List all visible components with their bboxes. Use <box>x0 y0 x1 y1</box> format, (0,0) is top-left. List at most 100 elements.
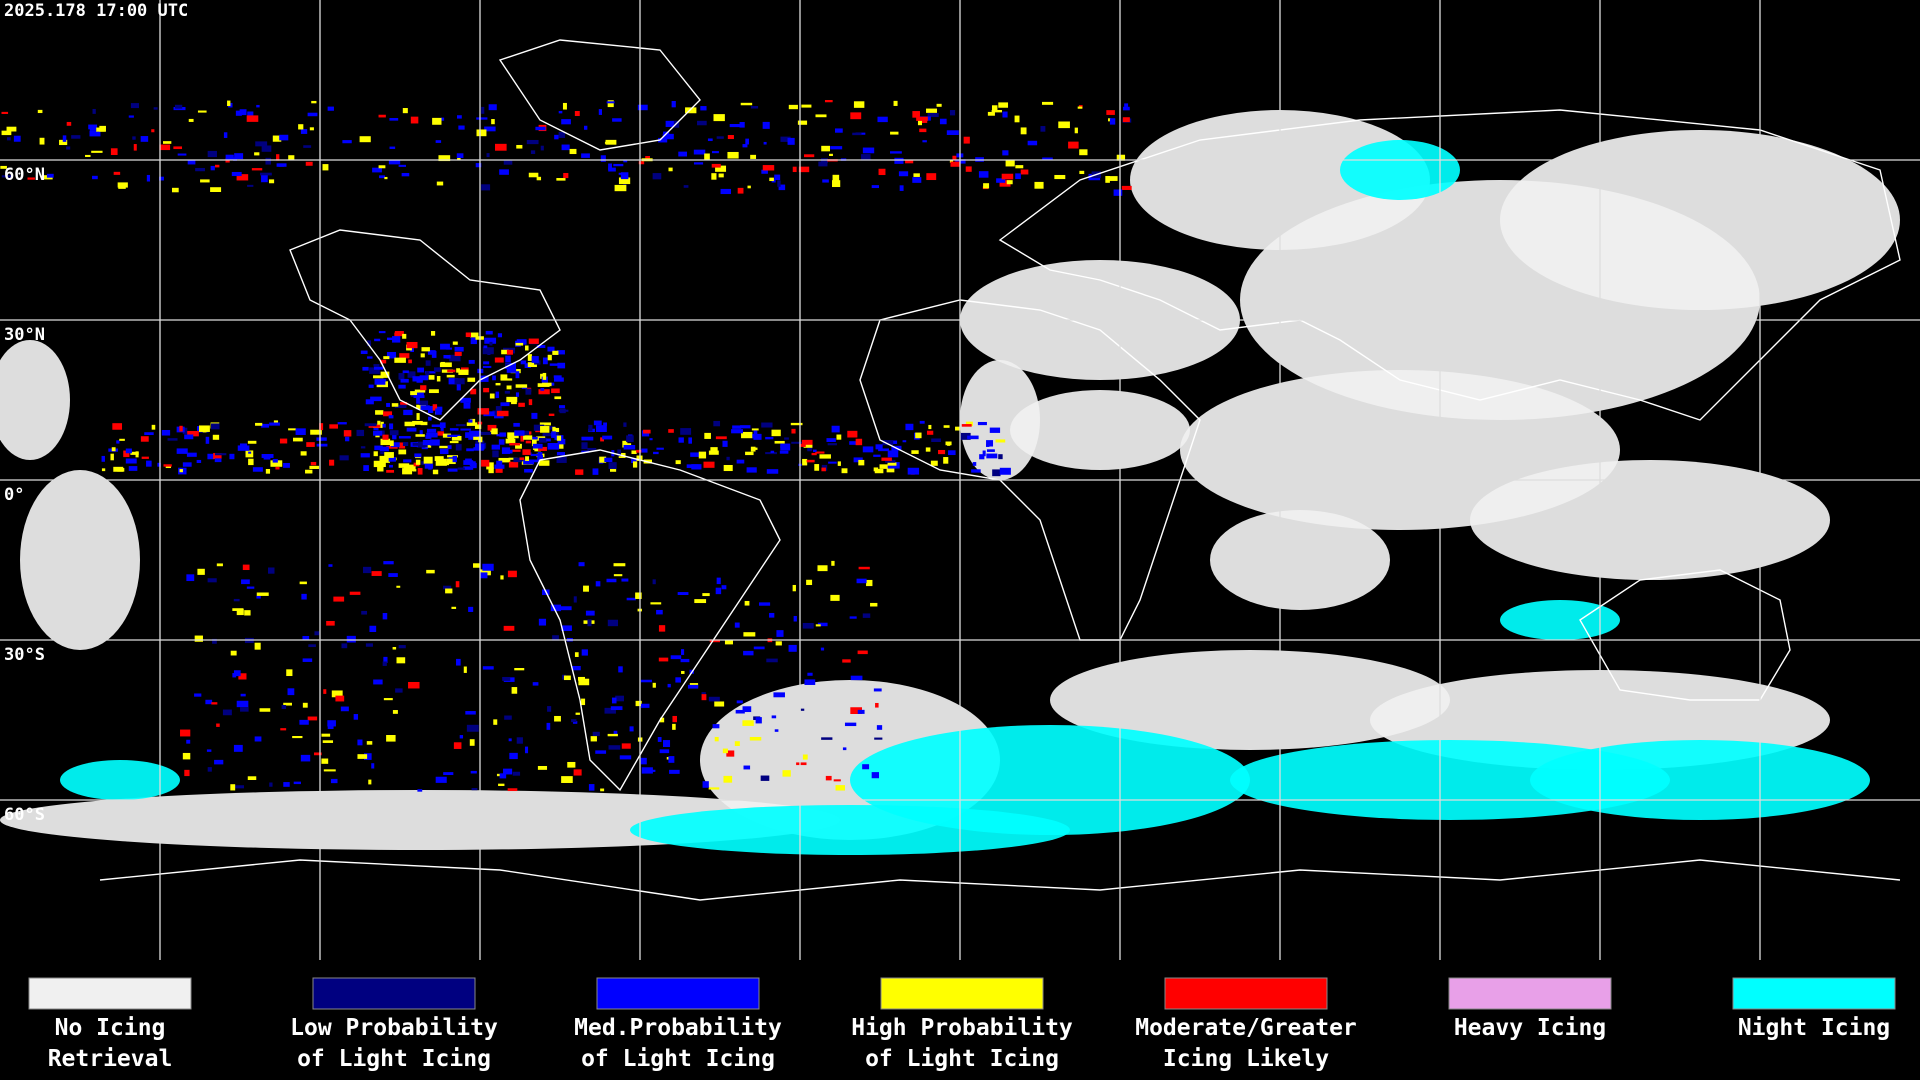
icing-cell <box>685 107 697 114</box>
icing-cell <box>509 752 518 760</box>
icing-cell <box>455 424 466 427</box>
icing-cell <box>1123 106 1130 111</box>
icing-cell <box>945 441 952 446</box>
icing-cell <box>608 745 621 750</box>
icing-cell <box>487 462 494 469</box>
legend-label: Low Probability <box>290 1015 498 1041</box>
icing-cell <box>511 449 521 452</box>
icing-cell <box>483 361 490 365</box>
icing-cell <box>237 445 250 451</box>
icing-cell <box>458 125 465 130</box>
icing-cell <box>421 347 430 352</box>
icing-cell <box>428 465 432 470</box>
icing-cell <box>613 574 623 577</box>
icing-cell <box>961 424 972 427</box>
icing-cell <box>886 468 895 473</box>
icing-cell <box>831 560 835 566</box>
icing-cell <box>388 457 396 462</box>
icing-cell <box>943 457 949 464</box>
icing-cell <box>821 467 826 472</box>
icing-cell <box>497 333 503 338</box>
icing-cell <box>927 113 939 118</box>
icing-cell <box>1124 103 1129 107</box>
icing-cell <box>337 422 347 425</box>
icing-cell <box>743 650 754 656</box>
icing-cell <box>141 456 149 459</box>
icing-cell <box>438 155 451 162</box>
icing-cell <box>870 602 878 607</box>
icing-cell <box>711 173 717 180</box>
cloud-area <box>1500 600 1620 640</box>
icing-cell <box>426 569 435 574</box>
icing-cell <box>216 723 220 727</box>
icing-cell <box>196 459 202 463</box>
icing-cell <box>991 109 1003 113</box>
icing-cell <box>554 134 559 140</box>
icing-cell <box>463 402 471 409</box>
icing-cell <box>363 465 369 472</box>
icing-cell <box>373 364 380 367</box>
icing-cell <box>515 384 528 388</box>
icing-cell <box>542 382 552 387</box>
icing-cell <box>618 666 623 673</box>
icing-cell <box>626 597 636 601</box>
icing-cell <box>965 166 972 172</box>
timestamp: 2025.178 17:00 UTC <box>4 1 188 21</box>
cloud-area <box>1050 650 1450 750</box>
icing-cell <box>844 722 857 727</box>
icing-cell <box>389 423 394 430</box>
icing-cell <box>357 754 368 759</box>
icing-cell <box>233 598 240 602</box>
icing-cell <box>1113 189 1123 196</box>
icing-cell <box>383 411 393 417</box>
icing-cell <box>247 776 257 781</box>
icing-cell <box>456 153 464 159</box>
icing-cell <box>574 652 579 657</box>
icing-cell <box>753 646 765 650</box>
icing-cell <box>37 109 43 114</box>
icing-cell <box>538 389 550 395</box>
icing-cell <box>741 431 753 439</box>
icing-cell <box>799 443 806 447</box>
icing-cell <box>261 145 272 152</box>
icing-cell <box>365 643 373 647</box>
legend-label: Night Icing <box>1738 1015 1890 1041</box>
icing-cell <box>743 632 756 637</box>
icing-cell <box>364 423 377 427</box>
icing-cell <box>398 436 411 439</box>
icing-cell <box>310 429 322 435</box>
icing-cell <box>815 451 825 454</box>
icing-cell <box>826 438 836 442</box>
icing-cell <box>505 449 513 454</box>
icing-cell <box>959 432 971 440</box>
icing-cell <box>571 665 581 671</box>
icing-cell <box>125 448 132 454</box>
icing-cell <box>479 375 489 382</box>
icing-cell <box>356 429 365 437</box>
icing-cell <box>384 176 388 180</box>
icing-cell <box>254 736 262 742</box>
icing-cell <box>477 408 490 415</box>
icing-cell <box>727 135 734 140</box>
icing-cell <box>339 455 349 461</box>
icing-cell <box>917 118 922 126</box>
icing-cell <box>552 635 559 641</box>
icing-cell <box>261 423 270 428</box>
icing-cell <box>469 430 482 434</box>
icing-cell <box>0 165 7 169</box>
icing-cell <box>426 432 438 438</box>
icing-cell <box>502 676 511 681</box>
icing-cell <box>535 126 546 131</box>
icing-cell <box>491 444 501 450</box>
icing-cell <box>481 459 490 467</box>
icing-cell <box>631 450 637 454</box>
icing-cell <box>862 613 871 618</box>
icing-cell <box>186 452 197 457</box>
icing-cell <box>402 370 409 374</box>
icing-cell <box>800 708 805 711</box>
icing-cell <box>524 430 530 435</box>
icing-cell <box>416 397 420 404</box>
icing-cell <box>701 694 707 701</box>
icing-cell <box>223 132 228 138</box>
icing-cell <box>179 425 183 432</box>
